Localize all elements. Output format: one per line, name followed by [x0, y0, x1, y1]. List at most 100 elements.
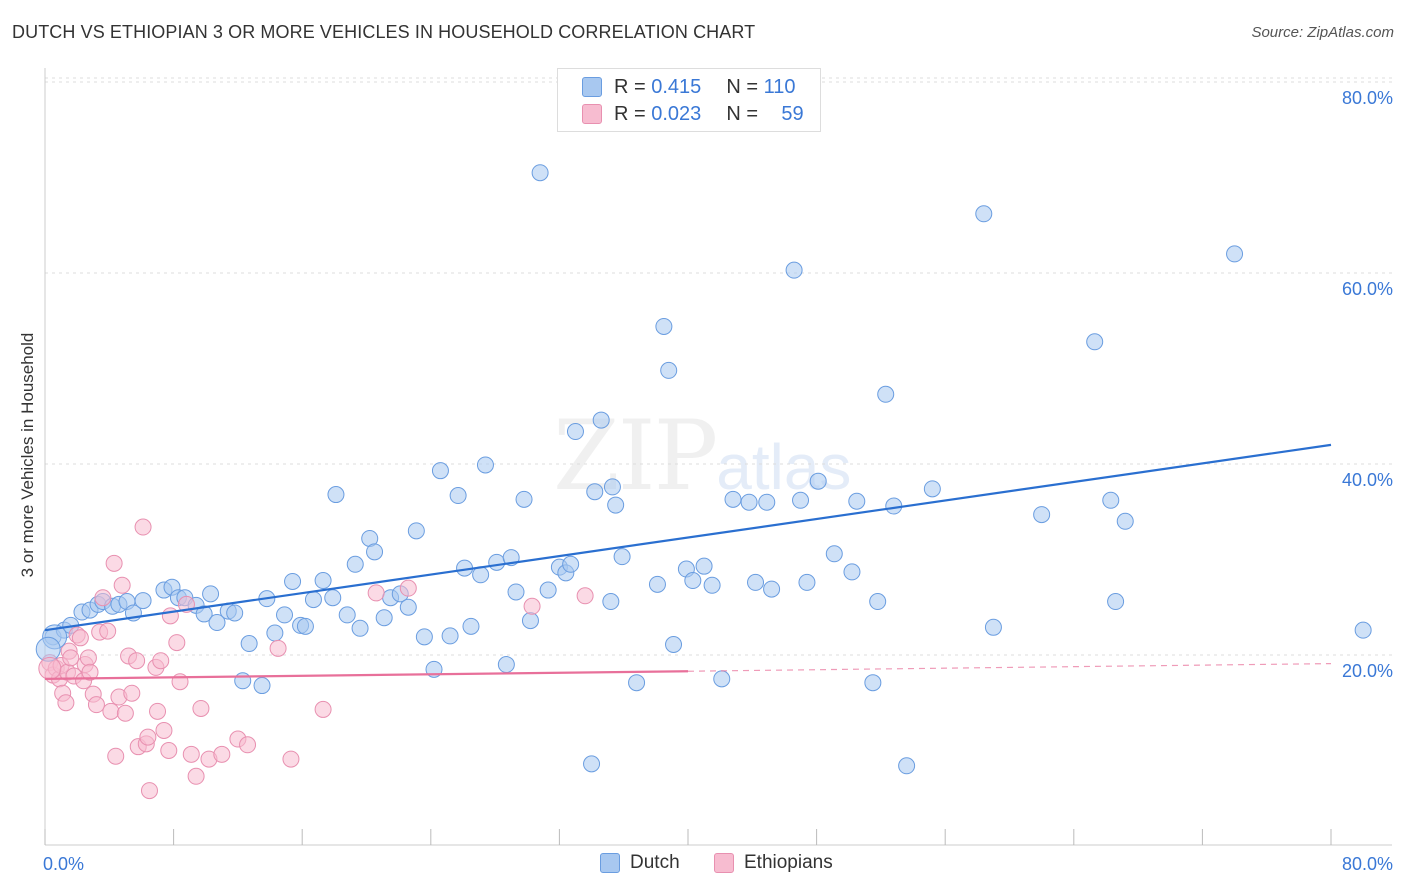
dutch-point	[763, 580, 781, 598]
dutch-point	[603, 478, 621, 496]
ethiopian-point	[523, 597, 541, 615]
dutch-point	[431, 462, 449, 480]
ethiopian-point	[105, 554, 123, 572]
legend-row-ethiopians: R = 0.023 N = 59	[582, 102, 804, 126]
dutch-swatch	[582, 77, 602, 97]
watermark-sub: atlas	[716, 431, 852, 503]
dutch-point	[415, 628, 433, 646]
dutch-point	[515, 490, 533, 508]
dutch-legend-swatch	[600, 853, 620, 873]
ethiopian-point	[182, 745, 200, 763]
ethiopian-point	[399, 579, 417, 597]
dutch-point	[476, 456, 494, 474]
dutch-point	[1102, 491, 1120, 509]
bottom-legend-dutch: Dutch	[600, 852, 680, 874]
dutch-point	[304, 591, 322, 609]
dutch-point	[266, 624, 284, 642]
dutch-point	[226, 604, 244, 622]
dutch-point	[848, 492, 866, 510]
ethiopian-point	[152, 652, 170, 670]
ethiopian-point	[94, 589, 112, 607]
dutch-point	[665, 635, 683, 653]
dutch-point	[531, 164, 549, 182]
dutch-point	[1354, 621, 1372, 639]
dutch-r-label: R =	[614, 75, 646, 98]
ethiopian-point	[168, 634, 186, 652]
dutch-point	[923, 480, 941, 498]
ethiopian-point	[81, 663, 99, 681]
y-tick-label-0: 20.0%	[1342, 661, 1393, 681]
dutch-point	[1033, 506, 1051, 524]
dutch-r-value: 0.415	[651, 75, 702, 98]
dutch-n-value: 110	[763, 75, 796, 98]
ethiopian-legend-label: Ethiopians	[744, 852, 833, 873]
dutch-point	[864, 674, 882, 692]
dutch-trend-line	[44, 443, 1332, 632]
dutch-point	[713, 670, 731, 688]
ethiopian-point	[314, 700, 332, 718]
ethiopian-point	[57, 694, 75, 712]
ethiopian-point	[38, 656, 62, 680]
dutch-point	[843, 563, 861, 581]
dutch-point	[592, 411, 610, 429]
dutch-point	[407, 522, 425, 540]
dutch-point	[488, 553, 506, 571]
bottom-legend: Dutch Ethiopians	[0, 852, 1406, 876]
ethiopian-point	[71, 629, 89, 647]
dutch-point	[825, 545, 843, 563]
dutch-point	[441, 627, 459, 645]
ethiopian-point	[155, 721, 173, 739]
dutch-point	[240, 635, 258, 653]
dutch-point	[740, 493, 758, 511]
ethiopian-point	[576, 587, 594, 605]
ethiopian-point	[282, 750, 300, 768]
dutch-point	[1116, 512, 1134, 530]
dutch-point	[284, 572, 302, 590]
ethiopian-point	[134, 518, 152, 536]
ethiopian-point	[187, 767, 205, 785]
dutch-point	[898, 757, 916, 775]
dutch-point	[975, 205, 993, 223]
x-tick-label-1: 80.0%	[1342, 854, 1393, 874]
ethiopian-point	[139, 728, 157, 746]
dutch-point	[724, 490, 742, 508]
ethiopian-point	[107, 747, 125, 765]
source-label: Source: ZipAtlas.com	[1251, 24, 1394, 41]
ethiopian-point	[128, 652, 146, 670]
dutch-point	[562, 555, 580, 573]
y-tick-label-2: 60.0%	[1342, 279, 1393, 299]
ethiopian-point	[62, 649, 80, 667]
dutch-point	[507, 583, 525, 601]
dutch-point	[296, 617, 314, 635]
dutch-point	[602, 593, 620, 611]
dutch-point	[202, 585, 220, 603]
ethiopian-point	[160, 742, 178, 759]
bottom-legend-ethiopians: Ethiopians	[714, 852, 833, 874]
ethiopian-point	[239, 736, 257, 754]
y-tick-label-3: 80.0%	[1342, 88, 1393, 108]
dutch-point	[521, 612, 539, 630]
dutch-point	[583, 755, 601, 773]
dutch-point	[792, 491, 810, 509]
dutch-point	[607, 496, 625, 514]
ethiopian-n-value: 59	[781, 102, 804, 125]
dutch-point	[877, 385, 895, 403]
dutch-point	[449, 487, 467, 505]
ethiopian-point	[140, 782, 158, 800]
legend-row-dutch: R = 0.415 N = 110	[582, 75, 796, 99]
ethiopian-point	[99, 622, 117, 640]
dutch-point	[984, 618, 1002, 636]
dutch-point	[684, 572, 702, 590]
y-tick-label-1: 40.0%	[1342, 470, 1393, 490]
ethiopian-r-label: R =	[614, 102, 646, 125]
dutch-point	[314, 572, 332, 590]
dutch-point	[208, 614, 226, 632]
ethiopian-point	[123, 684, 141, 702]
dutch-point	[1107, 593, 1125, 611]
ethiopian-point	[102, 702, 120, 720]
ethiopian-point	[213, 745, 231, 763]
dutch-point	[798, 573, 816, 591]
ethiopian-point	[149, 702, 167, 720]
dutch-point	[276, 606, 294, 624]
